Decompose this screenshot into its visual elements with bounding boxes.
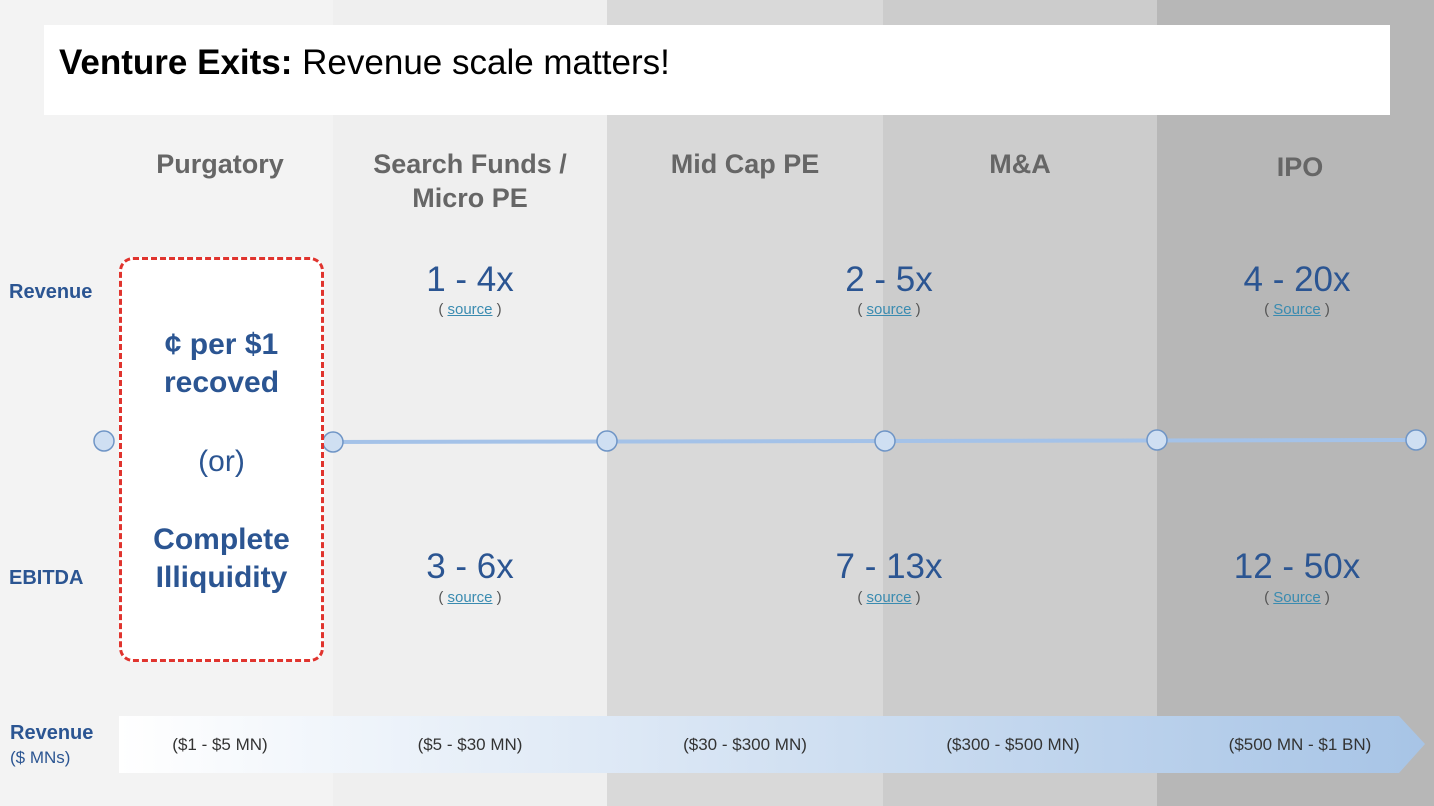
title-rest: Revenue scale matters! [292, 43, 670, 82]
column-head-line: Purgatory [156, 149, 284, 179]
ebitda-source-mid-cap-ma: ( source ) [789, 589, 989, 606]
column-head-line: IPO [1276, 152, 1324, 182]
ebitda-source-ipo: ( Source ) [1197, 589, 1397, 606]
source-link[interactable]: source [447, 301, 493, 318]
paren-close: ) [492, 301, 502, 318]
purgatory-or: (or) [198, 445, 245, 478]
revenue-range-5: ($500 MN - $1 BN) [1228, 735, 1372, 754]
timeline-node [596, 430, 618, 452]
paren-close: ) [1320, 301, 1330, 318]
row-label-revenue: Revenue [9, 281, 93, 303]
revenue-multiple-micro-pe: 1 - 4x [426, 260, 514, 299]
purgatory-line4: Illiquidity [155, 561, 288, 594]
purgatory-line2: recoved [163, 366, 280, 399]
paren-open: ( [1264, 301, 1274, 318]
source-link[interactable]: source [447, 589, 493, 606]
revenue-source-mid-cap-ma: ( source ) [789, 301, 989, 318]
revenue-multiple-ipo: 4 - 20x [1243, 260, 1351, 299]
title-box: Venture Exits: Revenue scale matters! [44, 25, 1390, 115]
revenue-multiple-mid-cap-ma: 2 - 5x [845, 260, 933, 299]
timeline-node [1146, 429, 1168, 451]
source-link[interactable]: Source [1273, 301, 1321, 318]
column-head-mid-cap: Mid Cap PE [620, 147, 870, 181]
column-head-ipo: IPO [1180, 150, 1420, 184]
revenue-range-1: ($1 - $5 MN) [172, 735, 268, 754]
paren-close: ) [911, 301, 921, 318]
ebitda-multiple-micro-pe: 3 - 6x [426, 547, 514, 586]
column-head-line-2: Micro PE [412, 183, 528, 213]
paren-open: ( [438, 589, 448, 606]
paren-open: ( [857, 589, 867, 606]
title-bold: Venture Exits: [59, 43, 293, 82]
paren-close: ) [911, 589, 921, 606]
source-link[interactable]: source [866, 589, 912, 606]
column-head-line: Search Funds / [373, 149, 567, 179]
column-head-ma: M&A [900, 147, 1140, 181]
band-mid-cap [607, 0, 883, 806]
paren-close: ) [492, 589, 502, 606]
purgatory-line1: ¢ per $1 [164, 328, 279, 361]
column-head-purgatory: Purgatory [100, 147, 340, 181]
timeline-node [874, 430, 896, 452]
ebitda-multiple-ipo: 12 - 50x [1233, 547, 1361, 586]
slide-title: Venture Exits: Revenue scale matters! [59, 43, 670, 83]
source-link[interactable]: Source [1273, 589, 1321, 606]
source-link[interactable]: source [866, 301, 912, 318]
timeline-node [93, 430, 115, 452]
revenue-source-micro-pe: ( source ) [370, 301, 570, 318]
revenue-range-2: ($5 - $30 MN) [417, 735, 523, 754]
column-head-line: Mid Cap PE [670, 149, 820, 179]
revenue-range-3: ($30 - $300 MN) [683, 735, 807, 754]
timeline-node [1405, 429, 1427, 451]
revenue-arrow-band [119, 716, 1425, 773]
bottom-sublabel: ($ MNs) [10, 748, 71, 767]
column-head-line: M&A [989, 149, 1051, 179]
paren-close: ) [1320, 589, 1330, 606]
column-head-search-funds: Search Funds / Micro PE [340, 147, 600, 215]
paren-open: ( [1264, 589, 1274, 606]
purgatory-line3: Complete [153, 523, 290, 556]
paren-open: ( [438, 301, 448, 318]
band-search-funds [333, 0, 607, 806]
revenue-source-ipo: ( Source ) [1197, 301, 1397, 318]
timeline-node [322, 431, 344, 453]
ebitda-source-micro-pe: ( source ) [370, 589, 570, 606]
revenue-range-4: ($300 - $500 MN) [946, 735, 1080, 754]
paren-open: ( [857, 301, 867, 318]
ebitda-multiple-mid-cap-ma: 7 - 13x [835, 547, 943, 586]
band-ma [883, 0, 1157, 806]
band-ipo [1157, 0, 1434, 806]
purgatory-box: ¢ per $1 recoved (or) Complete Illiquidi… [119, 257, 324, 662]
bottom-label-revenue: Revenue [10, 722, 94, 744]
row-label-ebitda: EBITDA [9, 567, 84, 589]
